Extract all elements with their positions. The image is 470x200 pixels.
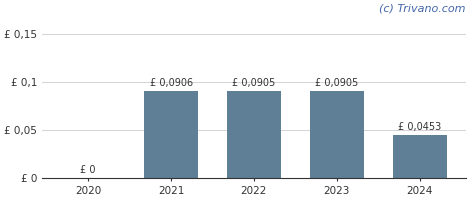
Bar bbox=[144, 91, 198, 178]
Bar bbox=[310, 91, 364, 178]
Text: £ 0,0453: £ 0,0453 bbox=[398, 122, 441, 132]
Text: £ 0: £ 0 bbox=[80, 165, 96, 175]
Text: £ 0,0905: £ 0,0905 bbox=[232, 78, 275, 88]
Text: £ 0,0906: £ 0,0906 bbox=[149, 78, 193, 88]
Text: £ 0,0905: £ 0,0905 bbox=[315, 78, 359, 88]
Bar bbox=[393, 135, 446, 178]
Text: (c) Trivano.com: (c) Trivano.com bbox=[379, 4, 466, 14]
Bar bbox=[227, 91, 281, 178]
